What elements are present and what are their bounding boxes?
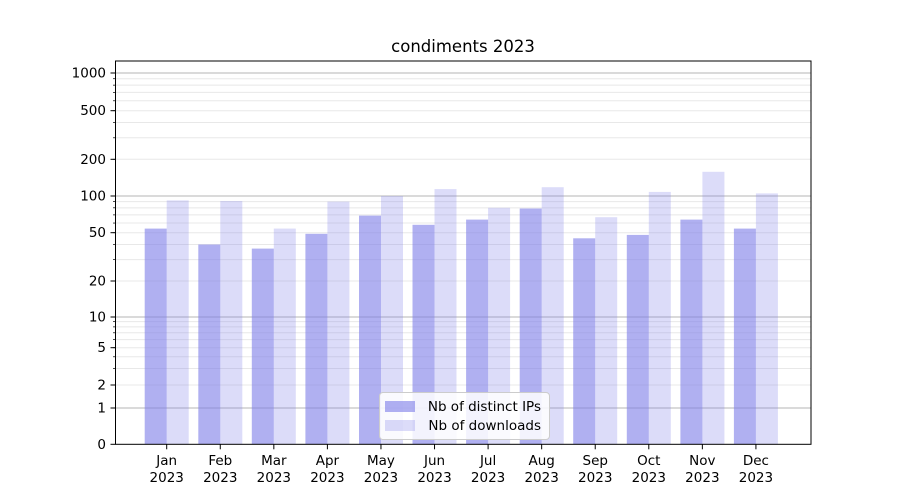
bar-ips-apr: [305, 233, 328, 445]
x-tick-label-year: 2023: [578, 470, 612, 486]
bar-downloads-jan: [166, 200, 189, 445]
x-tick-label-month: Apr: [316, 453, 340, 469]
x-tick-label-year: 2023: [471, 470, 505, 486]
x-tick-label-year: 2023: [257, 470, 291, 486]
x-tick-label-month: May: [367, 453, 395, 469]
bar-ips-dec: [733, 228, 756, 445]
bar-ips-jun: [412, 224, 435, 445]
x-tick-label-month: Jul: [479, 453, 496, 469]
legend-swatch-distinct-ips: [385, 401, 415, 412]
y-tick-label: 100: [80, 188, 106, 204]
bar-downloads-nov: [702, 171, 725, 445]
x-tick-label-month: Aug: [528, 453, 554, 469]
legend-swatch-downloads: [385, 420, 415, 431]
bar-ips-aug: [519, 208, 542, 445]
x-tick-label-month: Feb: [208, 453, 232, 469]
bar-ips-sep: [573, 238, 596, 445]
bar-downloads-jun: [434, 189, 457, 445]
y-tick-label: 20: [89, 273, 106, 289]
x-tick-label-month: Sep: [583, 453, 608, 469]
legend: Nb of distinct IPs Nb of downloads: [379, 392, 550, 440]
x-tick-label-month: Mar: [261, 453, 287, 469]
bar-downloads-jul: [488, 207, 511, 445]
x-tick-label-month: Jan: [155, 453, 177, 469]
plot-frame: [115, 60, 812, 445]
x-tick-label-month: Dec: [743, 453, 769, 469]
y-tick-label: 2: [97, 377, 106, 393]
x-tick-label-year: 2023: [364, 470, 398, 486]
legend-label-downloads: Nb of downloads: [428, 417, 541, 434]
x-tick-label-year: 2023: [150, 470, 184, 486]
bar-downloads-mar: [273, 228, 296, 445]
bar-downloads-oct: [648, 191, 671, 445]
x-axis: Jan2023Feb2023Mar2023Apr2023May2023Jun20…: [150, 444, 773, 486]
y-tick-label: 10: [89, 309, 106, 325]
x-tick-label-month: Jun: [423, 453, 445, 469]
y-tick-label: 50: [89, 225, 106, 241]
y-tick-label: 5: [97, 340, 106, 356]
x-tick-label-year: 2023: [310, 470, 344, 486]
bar-ips-jul: [466, 219, 489, 445]
y-axis: 0 1 2 5 10 20 50 100 200 500 1000: [72, 65, 116, 453]
chart-title: condiments 2023: [391, 37, 535, 56]
legend-label-distinct-ips: Nb of distinct IPs: [427, 398, 541, 415]
x-tick-label-year: 2023: [739, 470, 773, 486]
bar-ips-nov: [680, 219, 703, 445]
x-tick-label-month: Nov: [689, 453, 715, 469]
bar-downloads-may: [381, 196, 403, 445]
bar-ips-jan: [144, 228, 167, 445]
y-tick-label: 200: [80, 152, 106, 168]
legend-item-distinct-ips: Nb of distinct IPs: [385, 397, 541, 416]
bar-ips-mar: [251, 248, 274, 445]
bar-downloads-sep: [595, 217, 618, 445]
x-tick-label-month: Oct: [637, 453, 660, 469]
x-tick-label-year: 2023: [203, 470, 237, 486]
bars-distinct-ips: [144, 208, 756, 445]
bar-downloads-apr: [327, 201, 350, 445]
bar-downloads-feb: [220, 201, 243, 445]
bar-downloads-aug: [541, 187, 564, 445]
bar-ips-feb: [198, 244, 221, 445]
legend-item-downloads: Nb of downloads: [385, 416, 541, 435]
x-tick-label-year: 2023: [632, 470, 666, 486]
y-tick-label: 1: [97, 400, 106, 416]
x-tick-label-year: 2023: [524, 470, 558, 486]
y-tick-label: 1000: [72, 65, 106, 81]
y-tick-label: 0: [97, 437, 106, 453]
x-tick-label-year: 2023: [417, 470, 451, 486]
bar-ips-oct: [626, 234, 649, 445]
y-tick-label: 500: [80, 103, 106, 119]
x-tick-label-year: 2023: [685, 470, 719, 486]
bar-ips-may: [359, 215, 381, 445]
bar-downloads-dec: [755, 193, 778, 445]
bars-downloads: [166, 171, 778, 445]
